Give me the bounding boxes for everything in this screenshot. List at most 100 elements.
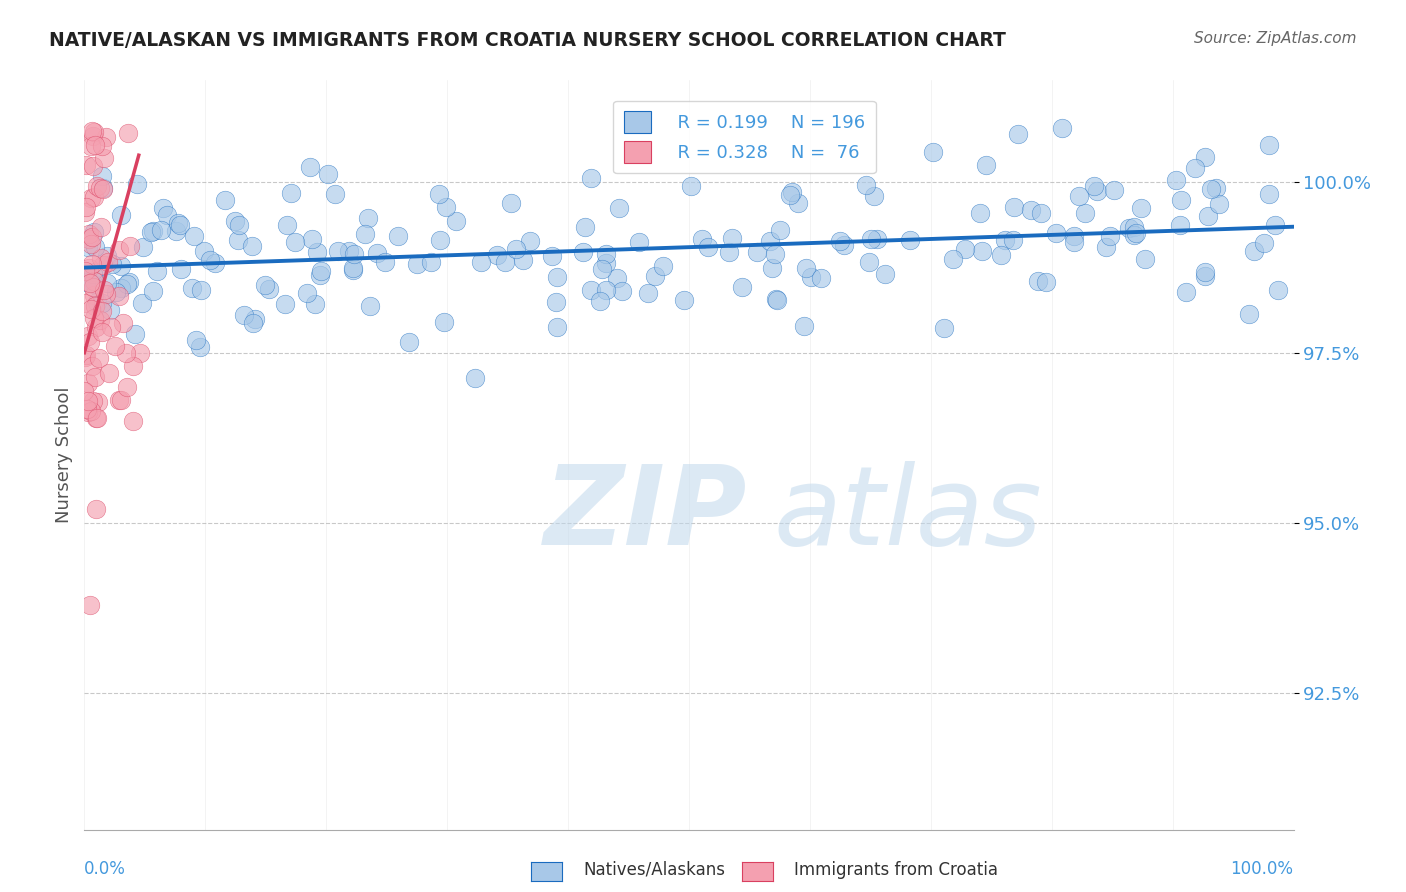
- Point: [717, 245, 740, 260]
- Point: [758, 234, 780, 248]
- Point: [80, 139, 103, 153]
- Point: [607, 201, 630, 215]
- Point: [184, 333, 207, 347]
- Point: [969, 206, 991, 220]
- Point: [832, 237, 855, 252]
- Point: [1031, 206, 1053, 220]
- Point: [233, 308, 256, 322]
- Point: [1170, 193, 1192, 207]
- Point: [80, 191, 103, 205]
- Point: [326, 244, 349, 258]
- Point: [298, 161, 321, 175]
- Point: [343, 247, 366, 261]
- Point: [79, 237, 101, 252]
- Point: [1208, 197, 1230, 211]
- Point: [100, 302, 122, 317]
- Point: [1197, 209, 1219, 223]
- Point: [79, 598, 101, 612]
- Point: [1085, 184, 1108, 198]
- Point: [494, 255, 516, 269]
- Point: [873, 267, 896, 281]
- Point: [240, 239, 263, 253]
- Point: [96, 249, 118, 263]
- Point: [124, 327, 146, 342]
- Point: [226, 233, 249, 247]
- Point: [228, 218, 250, 232]
- Point: [1194, 268, 1216, 283]
- Point: [91, 296, 114, 310]
- Point: [470, 255, 492, 269]
- Point: [544, 295, 567, 310]
- Point: [183, 228, 205, 243]
- Point: [337, 244, 360, 259]
- Point: [595, 283, 617, 297]
- Point: [1122, 227, 1144, 242]
- Point: [84, 410, 107, 425]
- Point: [1129, 201, 1152, 215]
- Point: [942, 252, 965, 266]
- Point: [898, 233, 921, 247]
- Point: [730, 280, 752, 294]
- Point: [1258, 138, 1281, 153]
- Point: [1002, 200, 1025, 214]
- Point: [97, 366, 120, 380]
- Point: [800, 269, 823, 284]
- Point: [224, 214, 246, 228]
- Point: [115, 345, 138, 359]
- Point: [696, 240, 718, 254]
- Point: [188, 340, 211, 354]
- Point: [89, 312, 111, 326]
- Point: [342, 262, 364, 277]
- Point: [84, 240, 107, 254]
- Text: ZIP: ZIP: [544, 461, 748, 568]
- Point: [79, 232, 101, 246]
- Point: [190, 284, 212, 298]
- Point: [644, 269, 666, 284]
- Point: [91, 181, 114, 195]
- Point: [139, 225, 162, 239]
- Text: 0.0%: 0.0%: [84, 860, 127, 878]
- Point: [76, 240, 98, 254]
- Point: [579, 283, 602, 297]
- Point: [77, 260, 100, 275]
- Point: [574, 220, 596, 235]
- Point: [193, 244, 215, 258]
- Point: [1045, 226, 1067, 240]
- Point: [276, 218, 298, 232]
- Point: [359, 299, 381, 313]
- Point: [1102, 183, 1125, 197]
- Point: [76, 405, 98, 419]
- Point: [787, 196, 810, 211]
- Point: [1174, 285, 1197, 300]
- Point: [745, 245, 768, 260]
- Point: [82, 267, 104, 281]
- Point: [105, 285, 128, 299]
- Point: [398, 334, 420, 349]
- Point: [357, 211, 380, 226]
- Point: [214, 194, 236, 208]
- Point: [86, 295, 108, 310]
- Point: [149, 223, 172, 237]
- Point: [165, 225, 187, 239]
- Point: [115, 380, 138, 394]
- Point: [434, 200, 457, 214]
- Point: [76, 329, 98, 343]
- Point: [77, 227, 100, 241]
- Point: [82, 159, 104, 173]
- Point: [1135, 252, 1157, 266]
- Text: Immigrants from Croatia: Immigrants from Croatia: [794, 861, 998, 879]
- Point: [309, 268, 332, 283]
- Point: [673, 293, 696, 308]
- Point: [342, 260, 364, 275]
- Point: [77, 376, 100, 391]
- Point: [866, 232, 889, 246]
- Legend:   R = 0.199    N = 196,   R = 0.328    N =  76: R = 0.199 N = 196, R = 0.328 N = 76: [613, 101, 876, 173]
- Point: [974, 158, 997, 172]
- Point: [429, 233, 451, 247]
- Point: [763, 247, 786, 261]
- Point: [628, 235, 651, 250]
- Point: [90, 219, 112, 234]
- Point: [589, 294, 612, 309]
- Point: [433, 315, 456, 329]
- Point: [198, 252, 221, 267]
